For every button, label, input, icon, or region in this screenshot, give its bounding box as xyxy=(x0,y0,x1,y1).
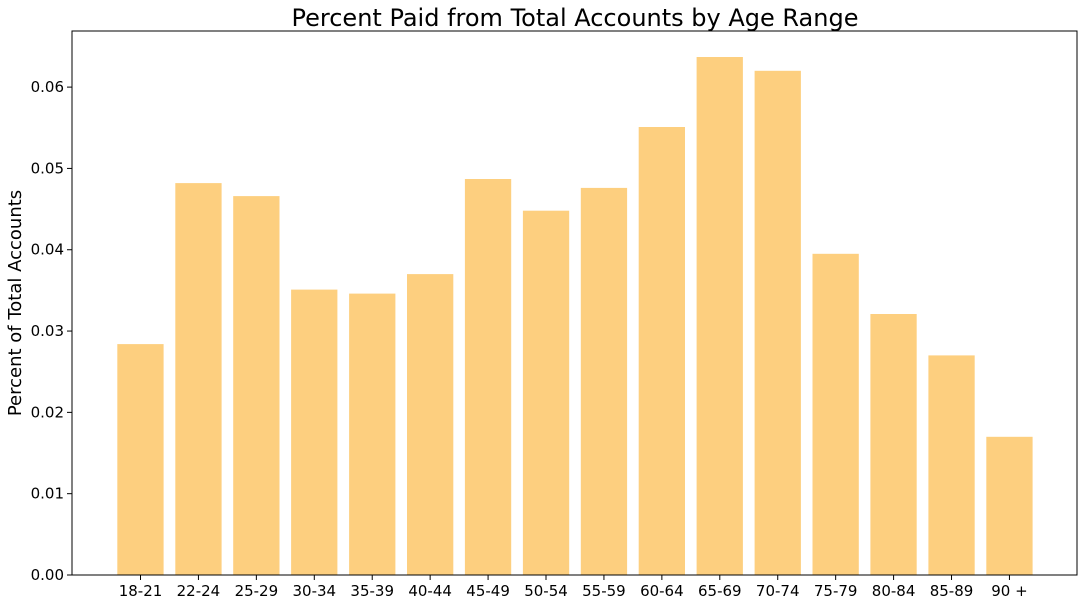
y-axis: 0.00 0.01 0.02 0.03 0.04 0.05 0.06 xyxy=(31,78,72,584)
y-axis-label: Percent of Total Accounts xyxy=(5,190,26,416)
bar-75-79 xyxy=(812,253,859,576)
plot-frame xyxy=(71,30,1078,576)
bar-85-89 xyxy=(928,355,975,575)
x-tick-label: 22-24 xyxy=(177,582,221,600)
bar-90plus xyxy=(986,436,1033,575)
y-tick-label: 0.04 xyxy=(31,241,64,259)
x-tick-label: 85-89 xyxy=(930,582,974,600)
x-axis: 18-21 22-24 25-29 30-34 35-39 40-44 45-49 50-54… xyxy=(119,575,1028,600)
bar-70-74 xyxy=(754,70,801,576)
y-tick-label: 0.00 xyxy=(31,566,64,584)
bar-22-24 xyxy=(175,183,222,575)
bar-65-69 xyxy=(696,57,743,575)
x-tick-label: 35-39 xyxy=(350,582,394,600)
x-tick-label: 45-49 xyxy=(466,582,510,600)
x-tick-label: 50-54 xyxy=(524,582,568,600)
chart-title: Percent Paid from Total Accounts by Age … xyxy=(292,4,859,32)
bar-18-21 xyxy=(117,344,164,575)
x-tick-label: 70-74 xyxy=(756,582,800,600)
x-tick-label: 90 + xyxy=(991,582,1027,600)
y-tick-label: 0.05 xyxy=(31,159,64,177)
y-tick-label: 0.02 xyxy=(31,403,64,421)
x-tick-label: 55-59 xyxy=(582,582,626,600)
y-tick-label: 0.06 xyxy=(31,78,64,96)
bar-40-44 xyxy=(407,274,454,575)
x-tick-label: 75-79 xyxy=(814,582,858,600)
bar-25-29 xyxy=(233,196,280,575)
x-tick-label: 60-64 xyxy=(640,582,684,600)
x-tick-label: 65-69 xyxy=(698,582,742,600)
bars-group xyxy=(117,57,1033,576)
x-tick-label: 25-29 xyxy=(235,582,279,600)
x-tick-label: 80-84 xyxy=(872,582,916,600)
y-tick-label: 0.03 xyxy=(31,322,64,340)
x-tick-label: 40-44 xyxy=(408,582,452,600)
x-tick-label: 18-21 xyxy=(119,582,163,600)
bar-60-64 xyxy=(638,127,685,575)
bar-55-59 xyxy=(580,187,628,575)
y-tick-label: 0.01 xyxy=(31,485,64,503)
bar-45-49 xyxy=(464,179,512,575)
x-tick-label: 30-34 xyxy=(292,582,336,600)
bar-50-54 xyxy=(522,210,570,575)
bar-80-84 xyxy=(870,314,917,575)
bar-35-39 xyxy=(349,293,396,575)
bar-30-34 xyxy=(291,289,338,575)
